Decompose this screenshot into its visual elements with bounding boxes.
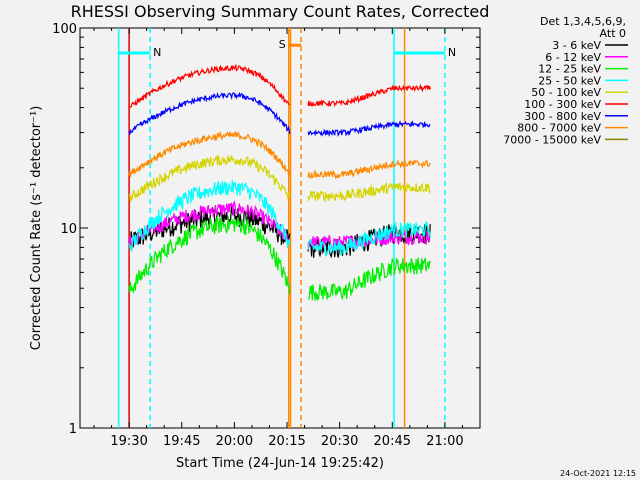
series-line-50-100-seg2 (307, 181, 431, 203)
legend-entry-label: 800 - 7000 keV (517, 122, 601, 135)
y-tick-label: 10 (60, 222, 77, 237)
x-axis-label: Start Time (24-Jun-14 19:25:42) (176, 456, 384, 471)
legend-entry-label: 50 - 100 keV (531, 86, 601, 99)
legend-entry-label: 3 - 6 keV (552, 39, 601, 52)
chart-title: RHESSI Observing Summary Count Rates, Co… (71, 2, 490, 21)
series-line-12-25-seg2 (307, 257, 431, 302)
y-tick-label: 1 (69, 422, 77, 437)
x-tick-label: 21:00 (426, 434, 463, 449)
x-tick-label: 20:30 (321, 434, 358, 449)
x-tick-label: 19:30 (110, 434, 147, 449)
data-layer: N NS (117, 28, 456, 428)
series-line-25-50-seg2 (307, 220, 431, 257)
series-line-50-100-seg1 (128, 154, 291, 203)
series-line-12-25-seg1 (128, 216, 291, 295)
series-line-800-7000-seg2 (307, 158, 431, 180)
series-line-800-7000-seg1 (128, 130, 291, 179)
legend-entry-label: 12 - 25 keV (538, 63, 601, 76)
legend-entry-label: 100 - 300 keV (524, 98, 601, 111)
legend-entry-label: 25 - 50 keV (538, 74, 601, 87)
x-tick-label: 20:45 (374, 434, 411, 449)
x-tick-label: 20:15 (268, 434, 305, 449)
flag-label-n-0: N (153, 46, 161, 59)
y-tick-label: 100 (52, 22, 77, 37)
flag-label-n-1: N (448, 46, 456, 59)
date-stamp: 24-Oct-2021 12:15 (560, 469, 636, 478)
series-line-100-300-seg1 (128, 63, 291, 109)
y-axis: 1 10 100 (52, 22, 480, 437)
x-tick-label: 19:45 (163, 434, 200, 449)
flag-label-s-2: S (279, 38, 286, 51)
legend-entry-label: 6 - 12 keV (545, 51, 601, 64)
x-tick-label: 20:00 (216, 434, 253, 449)
series-line-25-50-seg1 (128, 179, 291, 252)
y-axis-label: Corrected Count Rate (s⁻¹ detector⁻¹) (29, 106, 44, 351)
series-line-300-800-seg2 (307, 119, 431, 138)
legend-entry-label: 7000 - 15000 keV (503, 133, 601, 146)
series-line-300-800-seg1 (128, 91, 291, 135)
legend-entry-label: 300 - 800 keV (524, 110, 601, 123)
x-axis: 19:30 19:45 20:00 20:15 20:30 20:45 21:00 (93, 28, 464, 449)
series-line-100-300-seg2 (307, 83, 431, 108)
legend-detector-info: Att 0 (600, 27, 626, 40)
legend-detector-info: Det 1,3,4,5,6,9, (540, 15, 626, 28)
